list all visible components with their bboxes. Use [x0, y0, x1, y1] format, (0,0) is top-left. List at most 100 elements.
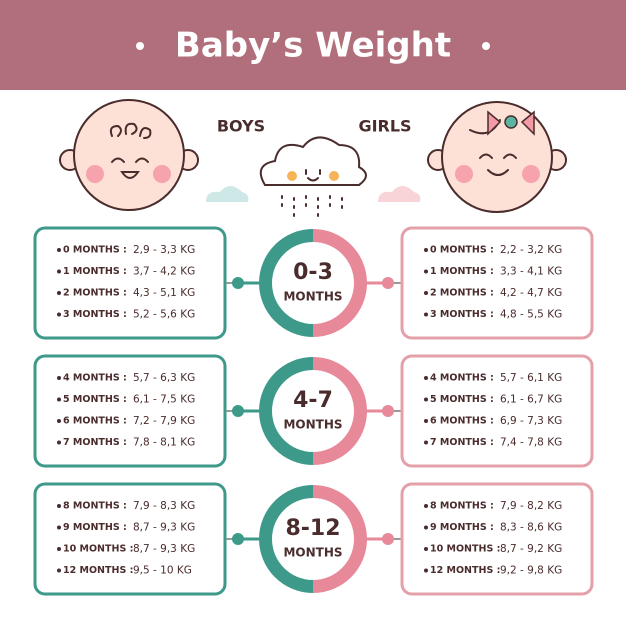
row-bullet — [424, 547, 428, 551]
row-bullet — [57, 525, 61, 530]
month-label: 10 MONTHS : — [430, 544, 500, 555]
month-label: 0 MONTHS : — [63, 245, 127, 256]
weight-value: 6,1 - 6,7 KG — [500, 394, 562, 406]
row-bullet — [424, 397, 428, 402]
weight-value: 5,7 - 6,1 KG — [500, 372, 562, 384]
row-bullet — [57, 376, 61, 380]
ring-center — [272, 242, 354, 324]
row-bullet — [424, 568, 428, 573]
ring-center — [272, 370, 354, 452]
header-band — [0, 0, 626, 90]
row-bullet — [424, 525, 428, 530]
weight-value: 7,2 - 7,9 KG — [133, 415, 195, 427]
weight-value: 8,7 - 9,3 KG — [133, 543, 195, 555]
month-label: 7 MONTHS : — [430, 437, 494, 448]
boys-box — [33, 482, 227, 596]
connector-dot — [382, 533, 394, 545]
range-label: 8-12 — [285, 516, 340, 541]
month-label: 4 MONTHS : — [63, 373, 127, 384]
weight-value: 4,8 - 5,5 KG — [500, 309, 562, 321]
range-unit: MONTHS — [283, 418, 342, 432]
month-label: 3 MONTHS : — [63, 309, 127, 320]
weight-value: 4,2 - 4,7 KG — [500, 287, 562, 299]
weight-value: 7,9 - 8,2 KG — [500, 500, 562, 512]
row-bullet — [57, 419, 61, 423]
connector-dot — [382, 405, 394, 417]
boys-box — [33, 354, 227, 468]
girls-box — [400, 354, 594, 468]
connector-dot — [232, 277, 244, 289]
boys-box — [33, 226, 227, 340]
title-dot — [482, 42, 490, 50]
month-label: 0 MONTHS : — [430, 245, 494, 256]
ring-center — [272, 498, 354, 580]
row-bullet — [424, 248, 428, 252]
month-label: 12 MONTHS : — [430, 565, 500, 576]
month-label: 9 MONTHS : — [430, 522, 494, 533]
connector-dot — [232, 405, 244, 417]
weight-value: 9,2 - 9,8 KG — [500, 565, 562, 577]
range-label: 0-3 — [293, 260, 333, 285]
row-bullet — [57, 312, 61, 317]
month-label: 8 MONTHS : — [63, 501, 127, 512]
range-unit: MONTHS — [283, 290, 342, 304]
weight-value: 8,7 - 9,3 KG — [133, 522, 195, 534]
row-bullet — [57, 568, 61, 573]
row-bullet — [57, 397, 61, 402]
weight-value: 5,2 - 5,6 KG — [133, 309, 195, 321]
row-bullet — [424, 419, 428, 423]
month-label: 4 MONTHS : — [430, 373, 494, 384]
girls-box — [400, 226, 594, 340]
row-bullet — [424, 504, 428, 508]
month-label: 5 MONTHS : — [430, 394, 494, 405]
month-label: 6 MONTHS : — [63, 416, 127, 427]
month-label: 3 MONTHS : — [430, 309, 494, 320]
month-label: 7 MONTHS : — [63, 437, 127, 448]
weight-value: 7,9 - 8,3 KG — [133, 500, 195, 512]
weight-value: 3,3 - 4,1 KG — [500, 266, 562, 278]
row-bullet — [424, 312, 428, 317]
month-label: 6 MONTHS : — [430, 416, 494, 427]
month-label: 1 MONTHS : — [63, 266, 127, 277]
weight-value: 5,7 - 6,3 KG — [133, 372, 195, 384]
boy-face — [59, 99, 199, 211]
weight-value: 3,7 - 4,2 KG — [133, 266, 195, 278]
title-dot — [136, 42, 144, 50]
month-label: 1 MONTHS : — [430, 266, 494, 277]
weight-value: 6,1 - 7,5 KG — [133, 394, 195, 406]
weight-value: 9,5 - 10 KG — [133, 565, 192, 577]
girls-box — [400, 482, 594, 596]
row-bullet — [57, 269, 61, 274]
weight-value: 7,4 - 7,8 KG — [500, 437, 562, 449]
weight-value: 2,9 - 3,3 KG — [133, 244, 195, 256]
row-bullet — [424, 291, 428, 295]
connector-dot — [232, 533, 244, 545]
month-label: 5 MONTHS : — [63, 394, 127, 405]
row-bullet — [424, 440, 428, 445]
weight-value: 4,3 - 5,1 KG — [133, 287, 195, 299]
row-bullet — [57, 547, 61, 551]
month-label: 2 MONTHS : — [63, 288, 127, 299]
row-bullet — [57, 248, 61, 252]
title: Baby’s Weight — [175, 26, 451, 66]
row-bullet — [424, 269, 428, 274]
row-bullet — [57, 504, 61, 508]
weight-value: 6,9 - 7,3 KG — [500, 415, 562, 427]
row-bullet — [424, 376, 428, 380]
range-unit: MONTHS — [283, 546, 342, 560]
connector-dot — [382, 277, 394, 289]
girl-face — [427, 101, 567, 213]
row-bullet — [57, 440, 61, 445]
girls-label: GIRLS — [358, 117, 411, 136]
row-bullet — [57, 291, 61, 295]
weight-value: 8,7 - 9,2 KG — [500, 543, 562, 555]
cloud — [206, 136, 421, 217]
month-label: 9 MONTHS : — [63, 522, 127, 533]
boys-label: BOYS — [217, 117, 265, 136]
range-label: 4-7 — [293, 388, 333, 413]
weight-value: 8,3 - 8,6 KG — [500, 522, 562, 534]
weight-value: 2,2 - 3,2 KG — [500, 244, 562, 256]
month-label: 2 MONTHS : — [430, 288, 494, 299]
month-label: 12 MONTHS : — [63, 565, 133, 576]
